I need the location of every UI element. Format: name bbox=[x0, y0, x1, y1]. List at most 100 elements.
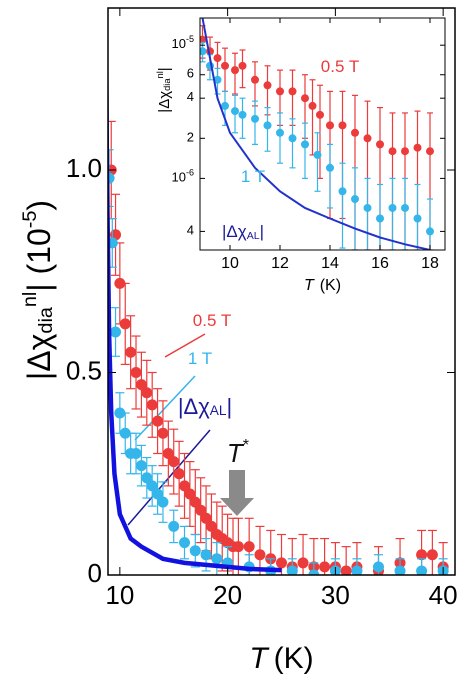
text-part: * bbox=[243, 436, 250, 454]
data-point bbox=[413, 214, 422, 223]
text-part: T bbox=[249, 642, 270, 675]
data-point bbox=[179, 480, 191, 492]
data-point bbox=[254, 549, 266, 561]
x-tick-label: 18 bbox=[421, 255, 439, 272]
text-part: 0.5 T bbox=[193, 311, 231, 330]
x-axis-label: T (K) bbox=[249, 642, 313, 675]
x-tick-label: 30 bbox=[321, 580, 350, 610]
y-tick-label: 2 bbox=[187, 130, 194, 145]
text-part: 0 bbox=[88, 558, 102, 588]
text-part: |Δχ bbox=[222, 222, 247, 241]
pointer-line bbox=[164, 333, 206, 358]
data-point bbox=[394, 565, 406, 575]
plot-area bbox=[200, 18, 434, 250]
data-point bbox=[125, 346, 137, 358]
data-point bbox=[276, 128, 284, 137]
text-part: 2 bbox=[187, 130, 194, 145]
text-part: | bbox=[156, 67, 173, 71]
data-point bbox=[401, 147, 409, 156]
data-point bbox=[276, 557, 287, 569]
text-part: AL bbox=[247, 230, 260, 242]
x-tick-label: 20 bbox=[213, 580, 242, 610]
data-point bbox=[338, 187, 347, 196]
text-part: (K) bbox=[320, 277, 341, 294]
text-part: 4 bbox=[187, 223, 194, 238]
data-point bbox=[288, 134, 297, 143]
data-point bbox=[157, 496, 169, 508]
data-point bbox=[157, 427, 169, 439]
data-point bbox=[146, 480, 158, 492]
text-part: T bbox=[304, 277, 315, 294]
data-point bbox=[119, 318, 131, 330]
data-point bbox=[200, 35, 207, 44]
text-part: dia bbox=[162, 78, 172, 91]
data-point bbox=[213, 75, 222, 84]
data-point bbox=[308, 101, 317, 110]
text-part: | bbox=[226, 394, 232, 419]
y-tick-label: 4 bbox=[187, 90, 194, 105]
data-point bbox=[243, 541, 255, 553]
text-part: 6 bbox=[187, 66, 194, 81]
data-point bbox=[263, 81, 272, 90]
data-point bbox=[388, 147, 397, 156]
y-tick-label: 10-6 bbox=[172, 168, 194, 185]
y-tick-label: 6 bbox=[187, 66, 194, 81]
text-part: |Δχ bbox=[156, 91, 173, 113]
x-tick-label: 14 bbox=[321, 255, 339, 272]
x-tick-label: 16 bbox=[371, 255, 389, 272]
series-label: 0.5 T bbox=[193, 311, 231, 330]
data-point bbox=[211, 553, 223, 565]
data-point bbox=[173, 468, 185, 480]
data-point bbox=[288, 87, 297, 96]
data-point bbox=[200, 47, 207, 56]
data-point bbox=[141, 387, 153, 399]
data-point bbox=[363, 203, 372, 212]
x-tick-label: 12 bbox=[271, 255, 289, 272]
data-point bbox=[179, 537, 191, 549]
text-part: nl bbox=[155, 71, 165, 78]
data-point bbox=[238, 61, 247, 70]
data-point bbox=[372, 561, 384, 573]
data-point bbox=[276, 87, 284, 96]
data-point bbox=[338, 121, 347, 130]
data-point bbox=[251, 114, 259, 123]
text-part: 0.5 T bbox=[321, 57, 359, 76]
data-point bbox=[326, 163, 334, 172]
data-point bbox=[301, 140, 309, 149]
text-part: (K) bbox=[274, 642, 314, 675]
data-point bbox=[135, 460, 147, 472]
y-tick-label: 0 bbox=[88, 558, 102, 588]
data-point bbox=[326, 121, 334, 130]
data-point bbox=[376, 214, 384, 223]
data-point bbox=[141, 472, 153, 484]
data-point bbox=[316, 110, 324, 119]
y-tick-label: 10-5 bbox=[172, 35, 194, 52]
y-axis-label: |Δχdianl| (10-5) bbox=[19, 200, 57, 380]
data-point bbox=[376, 140, 384, 149]
data-point bbox=[286, 565, 298, 575]
text-part: | bbox=[260, 222, 264, 241]
series-label: 1 T bbox=[188, 349, 212, 368]
data-point bbox=[297, 557, 309, 569]
text-part: AL bbox=[210, 403, 227, 418]
data-point bbox=[108, 172, 115, 184]
data-point bbox=[168, 520, 180, 532]
data-point bbox=[184, 488, 196, 500]
plot-area bbox=[108, 8, 449, 575]
data-point bbox=[263, 121, 272, 130]
data-point bbox=[221, 61, 229, 70]
data-point bbox=[189, 545, 201, 557]
data-point bbox=[162, 448, 174, 459]
al-curve bbox=[108, 8, 282, 573]
data-point bbox=[205, 520, 217, 532]
text-part: T bbox=[227, 438, 245, 468]
y-tick-label: 4 bbox=[187, 223, 194, 238]
y-axis-label: |Δχdianl| bbox=[155, 67, 173, 112]
data-point bbox=[313, 150, 322, 159]
text-part: |Δχ bbox=[178, 394, 210, 419]
data-point bbox=[231, 66, 239, 75]
